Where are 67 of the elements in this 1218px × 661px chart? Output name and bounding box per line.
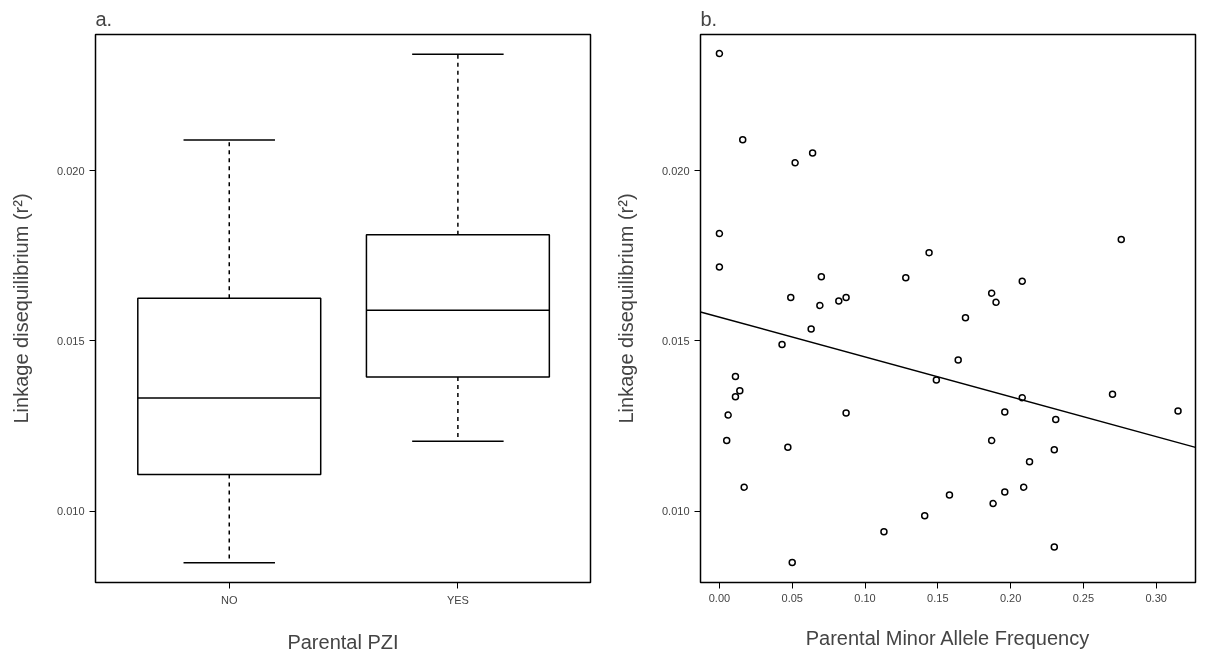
point bbox=[1050, 446, 1059, 454]
point bbox=[842, 409, 850, 417]
point bbox=[1018, 393, 1026, 402]
y-tick-label: 0.020 bbox=[661, 164, 690, 177]
point bbox=[932, 376, 941, 384]
point bbox=[731, 372, 740, 381]
point bbox=[1108, 390, 1117, 399]
point bbox=[724, 411, 732, 419]
x-tick-label: YES bbox=[446, 593, 469, 606]
point bbox=[1019, 483, 1028, 491]
point bbox=[1051, 415, 1060, 424]
point bbox=[791, 159, 799, 167]
point bbox=[880, 528, 888, 536]
x-axis-title: Parental PZI bbox=[287, 630, 399, 653]
point bbox=[787, 293, 795, 302]
x-tick-label: 0.00 bbox=[708, 591, 731, 604]
point bbox=[715, 263, 724, 271]
y-tick-label: 0.010 bbox=[56, 505, 85, 518]
point bbox=[835, 297, 843, 305]
x-tick-label: 0.20 bbox=[999, 591, 1022, 604]
point bbox=[788, 558, 796, 567]
point bbox=[987, 289, 996, 297]
point bbox=[715, 49, 724, 58]
y-tick-label: 0.020 bbox=[56, 164, 85, 177]
point bbox=[722, 436, 731, 445]
chart-title: b. bbox=[700, 7, 718, 30]
point bbox=[1025, 457, 1034, 466]
point bbox=[738, 135, 747, 144]
x-tick-label: 0.15 bbox=[927, 591, 949, 604]
point bbox=[778, 340, 786, 349]
point bbox=[1001, 488, 1009, 496]
point bbox=[1018, 277, 1026, 286]
point bbox=[1050, 543, 1059, 551]
x-axis-title: Parental Minor Allele Frequency bbox=[805, 626, 1090, 649]
point bbox=[954, 356, 962, 364]
point bbox=[987, 436, 996, 445]
point bbox=[945, 491, 954, 499]
point bbox=[715, 229, 724, 238]
point bbox=[817, 273, 826, 281]
x-tick-label: 0.05 bbox=[781, 591, 803, 604]
point bbox=[807, 325, 815, 333]
x-tick-label: NO bbox=[221, 593, 238, 606]
x-tick-label: 0.10 bbox=[854, 591, 876, 604]
point bbox=[961, 313, 970, 322]
point bbox=[808, 149, 817, 157]
point bbox=[1174, 407, 1182, 415]
y-axis-title: Linkage disequilibrium (r²) bbox=[9, 193, 32, 424]
point bbox=[842, 293, 850, 302]
y-tick-label: 0.010 bbox=[661, 505, 690, 518]
point bbox=[816, 301, 824, 310]
point bbox=[902, 274, 910, 282]
point bbox=[731, 392, 740, 401]
point bbox=[784, 443, 792, 452]
y-axis-title: Linkage disequilibrium (r²) bbox=[614, 193, 637, 424]
chart-title: a. bbox=[95, 7, 113, 30]
point bbox=[736, 387, 744, 395]
point bbox=[925, 248, 933, 257]
y-tick-label: 0.015 bbox=[56, 334, 85, 347]
point bbox=[740, 483, 748, 491]
point bbox=[992, 298, 1000, 307]
point bbox=[1001, 408, 1009, 416]
point bbox=[1117, 235, 1125, 244]
y-tick-label: 0.015 bbox=[661, 334, 690, 347]
x-tick-label: 0.25 bbox=[1072, 591, 1095, 604]
point bbox=[920, 512, 929, 520]
point bbox=[989, 499, 997, 508]
x-tick-label: 0.30 bbox=[1145, 591, 1167, 604]
